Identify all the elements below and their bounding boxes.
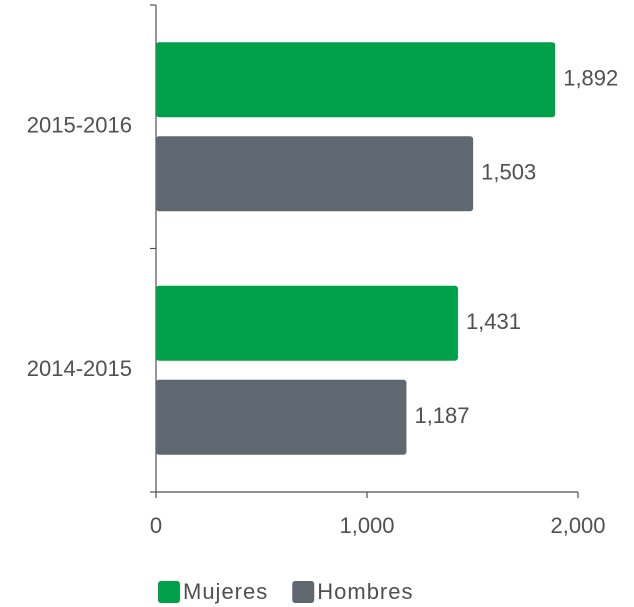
legend-swatch — [292, 581, 315, 603]
x-tick-label: 1,000 — [339, 513, 394, 538]
value-label: 1,503 — [481, 160, 536, 185]
legend-label: Mujeres — [183, 579, 268, 604]
bar — [156, 285, 458, 361]
value-label: 1,892 — [563, 66, 618, 91]
category-label: 2014-2015 — [27, 356, 132, 381]
bar — [156, 379, 407, 455]
category-label: 2015-2016 — [27, 113, 132, 138]
bar — [156, 136, 474, 212]
x-tick-label: 2,000 — [550, 513, 605, 538]
bar — [156, 42, 556, 118]
value-label: 1,187 — [414, 403, 469, 428]
x-tick-label: 0 — [150, 513, 162, 538]
value-label: 1,431 — [466, 309, 521, 334]
legend-label: Hombres — [317, 579, 413, 604]
legend-swatch — [158, 581, 180, 603]
